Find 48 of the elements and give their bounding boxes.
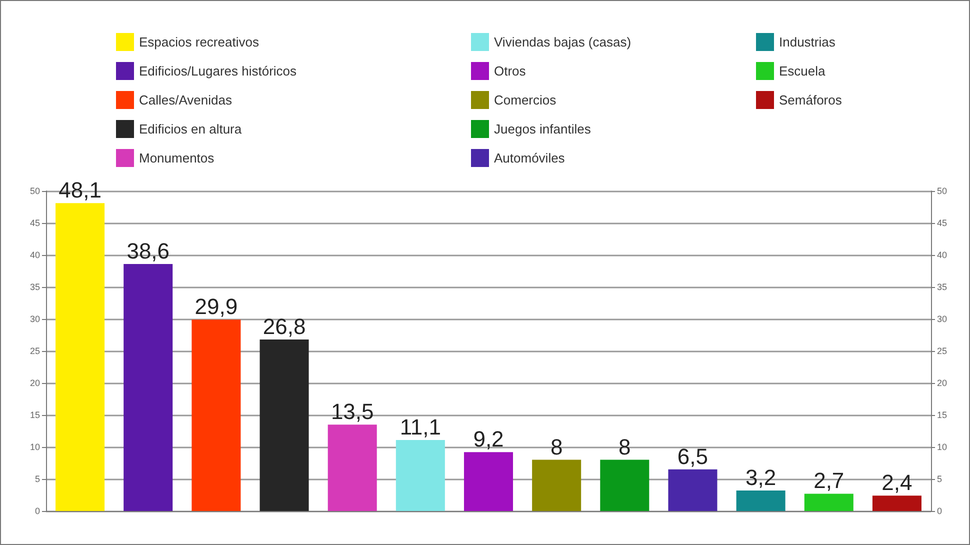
y2-tick-label: 5 bbox=[937, 474, 942, 484]
y2-tick-label: 25 bbox=[937, 346, 948, 356]
y-tick-label: 45 bbox=[30, 218, 40, 228]
y-tick-label: 35 bbox=[30, 282, 40, 292]
y-tick-label: 15 bbox=[30, 410, 40, 420]
legend-label: Automóviles bbox=[494, 150, 566, 166]
data-label: 8 bbox=[550, 434, 563, 460]
data-label: 48,1 bbox=[58, 178, 102, 203]
data-label: 6,5 bbox=[677, 444, 708, 469]
data-label: 2,4 bbox=[882, 470, 912, 496]
y-tick-label: 5 bbox=[34, 474, 40, 484]
data-label: 3,2 bbox=[746, 465, 776, 490]
y-tick-label: 40 bbox=[30, 250, 40, 260]
legend-label: Viviendas bajas (casas) bbox=[494, 34, 632, 50]
legend-label: Edificios en altura bbox=[139, 122, 242, 136]
y2-tick-label: 20 bbox=[937, 378, 948, 388]
legend-label: Calles/Avenidas bbox=[139, 92, 232, 108]
legend-label: Industrias bbox=[779, 34, 836, 50]
y2-tick-label: 15 bbox=[937, 410, 948, 420]
legend-label: Juegos infantiles bbox=[494, 122, 592, 136]
y2-tick-label: 10 bbox=[937, 442, 948, 452]
legend-label: Monumentos bbox=[139, 150, 215, 166]
data-label: 26,8 bbox=[262, 314, 306, 339]
y2-tick-label: 50 bbox=[937, 186, 948, 196]
y-tick-label: 20 bbox=[30, 378, 40, 388]
data-label: 9,2 bbox=[473, 426, 504, 452]
y2-tick-label: 35 bbox=[937, 282, 948, 292]
data-label: 2,7 bbox=[814, 468, 844, 494]
legend-label: Comercios bbox=[494, 92, 557, 108]
data-label: 29,9 bbox=[194, 294, 238, 320]
y2-tick-label: 45 bbox=[937, 218, 948, 228]
data-label: 13,5 bbox=[330, 399, 374, 424]
legend-label: Escuela bbox=[779, 64, 826, 78]
y-tick-label: 10 bbox=[30, 442, 40, 452]
data-label: 11,1 bbox=[400, 414, 442, 440]
y2-tick-label: 30 bbox=[937, 314, 948, 324]
legend-label: Semáforos bbox=[779, 92, 842, 108]
y2-tick-label: 40 bbox=[937, 250, 948, 260]
y-tick-label: 30 bbox=[30, 314, 40, 324]
legend-label: Espacios recreativos bbox=[139, 34, 260, 50]
y2-tick-label: 0 bbox=[937, 506, 942, 516]
data-label: 38,6 bbox=[126, 238, 170, 264]
y-tick-label: 0 bbox=[34, 506, 40, 516]
legend-label: Edificios/Lugares históricos bbox=[139, 64, 298, 78]
data-label: 8 bbox=[618, 434, 631, 460]
legend-label: Otros bbox=[494, 64, 526, 78]
y-tick-label: 50 bbox=[30, 186, 40, 196]
y-tick-label: 25 bbox=[30, 346, 40, 356]
